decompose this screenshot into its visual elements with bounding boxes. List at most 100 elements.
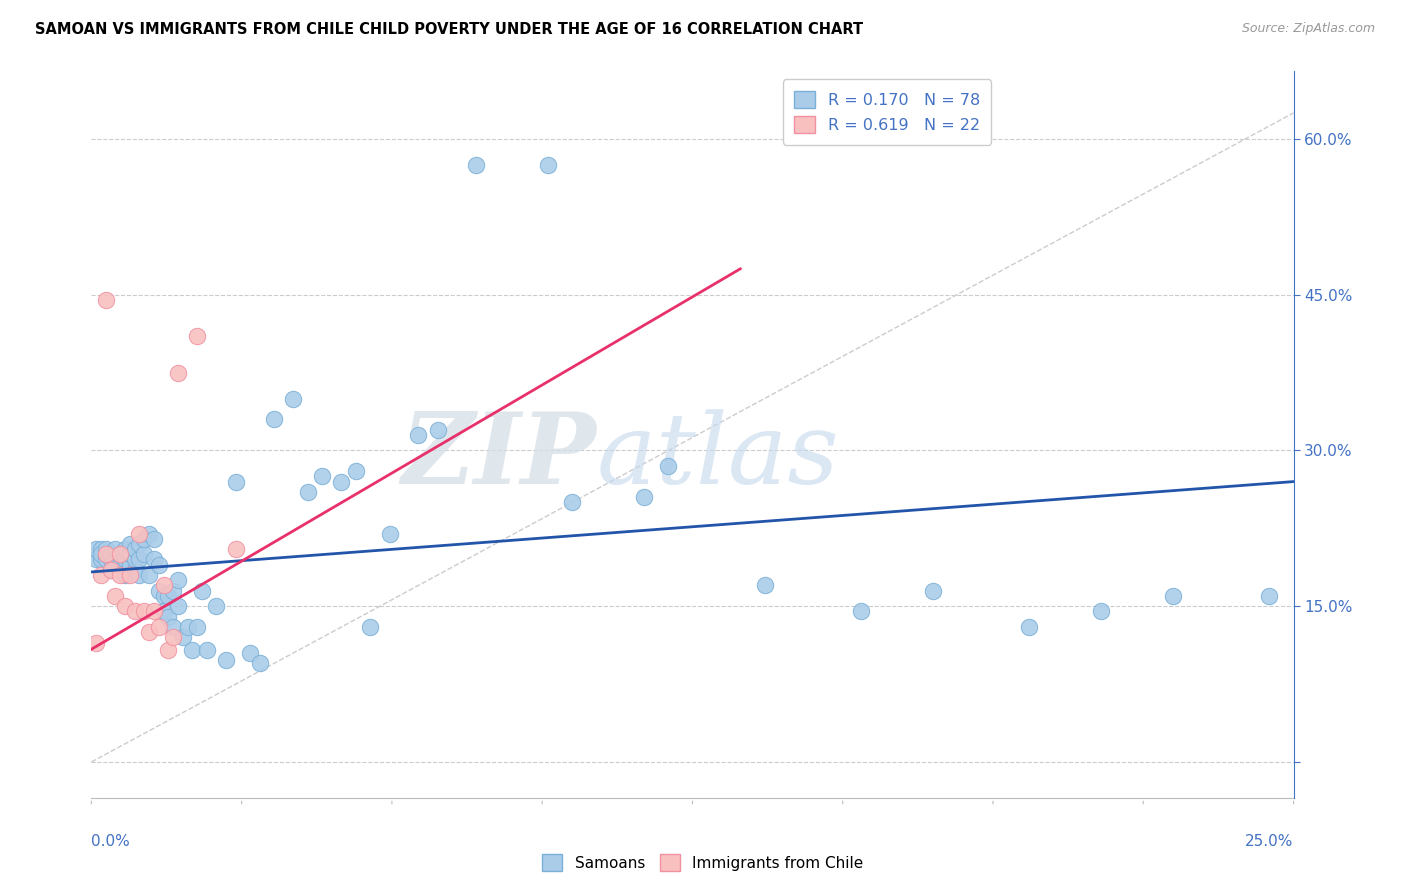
Text: 25.0%: 25.0% bbox=[1246, 834, 1294, 849]
Point bbox=[225, 542, 247, 557]
Point bbox=[110, 547, 132, 561]
Text: SAMOAN VS IMMIGRANTS FROM CHILE CHILD POVERTY UNDER THE AGE OF 16 CORRELATION CH: SAMOAN VS IMMIGRANTS FROM CHILE CHILD PO… bbox=[35, 22, 863, 37]
Point bbox=[148, 620, 170, 634]
Point bbox=[134, 604, 156, 618]
Point bbox=[172, 631, 194, 645]
Point bbox=[134, 532, 156, 546]
Point bbox=[128, 552, 150, 566]
Point bbox=[922, 583, 945, 598]
Point bbox=[110, 558, 132, 572]
Point bbox=[152, 578, 174, 592]
Point bbox=[118, 537, 141, 551]
Point bbox=[152, 589, 174, 603]
Point bbox=[311, 469, 333, 483]
Point bbox=[186, 329, 208, 343]
Point bbox=[94, 547, 117, 561]
Point bbox=[426, 423, 449, 437]
Point bbox=[100, 563, 122, 577]
Point bbox=[104, 589, 127, 603]
Point bbox=[134, 547, 156, 561]
Point bbox=[633, 490, 655, 504]
Point bbox=[124, 552, 146, 566]
Point bbox=[1161, 589, 1184, 603]
Point bbox=[110, 547, 132, 561]
Point bbox=[118, 568, 141, 582]
Point bbox=[359, 620, 381, 634]
Point bbox=[657, 458, 679, 473]
Point bbox=[849, 604, 872, 618]
Point bbox=[100, 552, 122, 566]
Point bbox=[124, 604, 146, 618]
Point bbox=[152, 604, 174, 618]
Point bbox=[167, 599, 190, 614]
Point bbox=[1090, 604, 1112, 618]
Point bbox=[84, 552, 107, 566]
Point bbox=[157, 609, 180, 624]
Point bbox=[118, 558, 141, 572]
Point bbox=[90, 552, 112, 566]
Point bbox=[138, 526, 160, 541]
Point bbox=[561, 495, 583, 509]
Point bbox=[249, 657, 271, 671]
Point bbox=[128, 537, 150, 551]
Point bbox=[263, 412, 285, 426]
Point bbox=[110, 563, 132, 577]
Text: Source: ZipAtlas.com: Source: ZipAtlas.com bbox=[1241, 22, 1375, 36]
Point bbox=[142, 532, 165, 546]
Point bbox=[283, 392, 305, 406]
Point bbox=[225, 475, 247, 489]
Point bbox=[114, 542, 136, 557]
Point bbox=[181, 643, 204, 657]
Point bbox=[754, 578, 776, 592]
Point bbox=[114, 599, 136, 614]
Point bbox=[124, 542, 146, 557]
Point bbox=[344, 464, 367, 478]
Text: ZIP: ZIP bbox=[401, 409, 596, 505]
Point bbox=[148, 558, 170, 572]
Point bbox=[84, 635, 107, 649]
Legend: Samoans, Immigrants from Chile: Samoans, Immigrants from Chile bbox=[536, 848, 870, 877]
Point bbox=[330, 475, 353, 489]
Point bbox=[1018, 620, 1040, 634]
Point bbox=[195, 643, 218, 657]
Point bbox=[162, 631, 184, 645]
Point bbox=[1258, 589, 1281, 603]
Point bbox=[114, 568, 136, 582]
Point bbox=[128, 526, 150, 541]
Point bbox=[162, 583, 184, 598]
Point bbox=[297, 485, 319, 500]
Point bbox=[191, 583, 214, 598]
Point bbox=[138, 568, 160, 582]
Point bbox=[138, 625, 160, 640]
Point bbox=[100, 547, 122, 561]
Legend: R = 0.170   N = 78, R = 0.619   N = 22: R = 0.170 N = 78, R = 0.619 N = 22 bbox=[783, 79, 991, 145]
Point bbox=[142, 604, 165, 618]
Point bbox=[186, 620, 208, 634]
Point bbox=[94, 293, 117, 307]
Point bbox=[84, 542, 107, 557]
Point bbox=[465, 158, 488, 172]
Point bbox=[118, 547, 141, 561]
Point bbox=[104, 558, 127, 572]
Point bbox=[100, 563, 122, 577]
Point bbox=[408, 428, 430, 442]
Point bbox=[157, 643, 180, 657]
Point bbox=[90, 547, 112, 561]
Point bbox=[94, 547, 117, 561]
Point bbox=[537, 158, 560, 172]
Point bbox=[104, 552, 127, 566]
Point bbox=[110, 568, 132, 582]
Point bbox=[142, 552, 165, 566]
Text: 0.0%: 0.0% bbox=[91, 834, 131, 849]
Point bbox=[148, 583, 170, 598]
Point bbox=[167, 366, 190, 380]
Point bbox=[90, 542, 112, 557]
Point bbox=[215, 653, 238, 667]
Point bbox=[94, 552, 117, 566]
Point bbox=[104, 542, 127, 557]
Point bbox=[90, 568, 112, 582]
Point bbox=[176, 620, 198, 634]
Point bbox=[205, 599, 228, 614]
Point bbox=[378, 526, 401, 541]
Point bbox=[124, 563, 146, 577]
